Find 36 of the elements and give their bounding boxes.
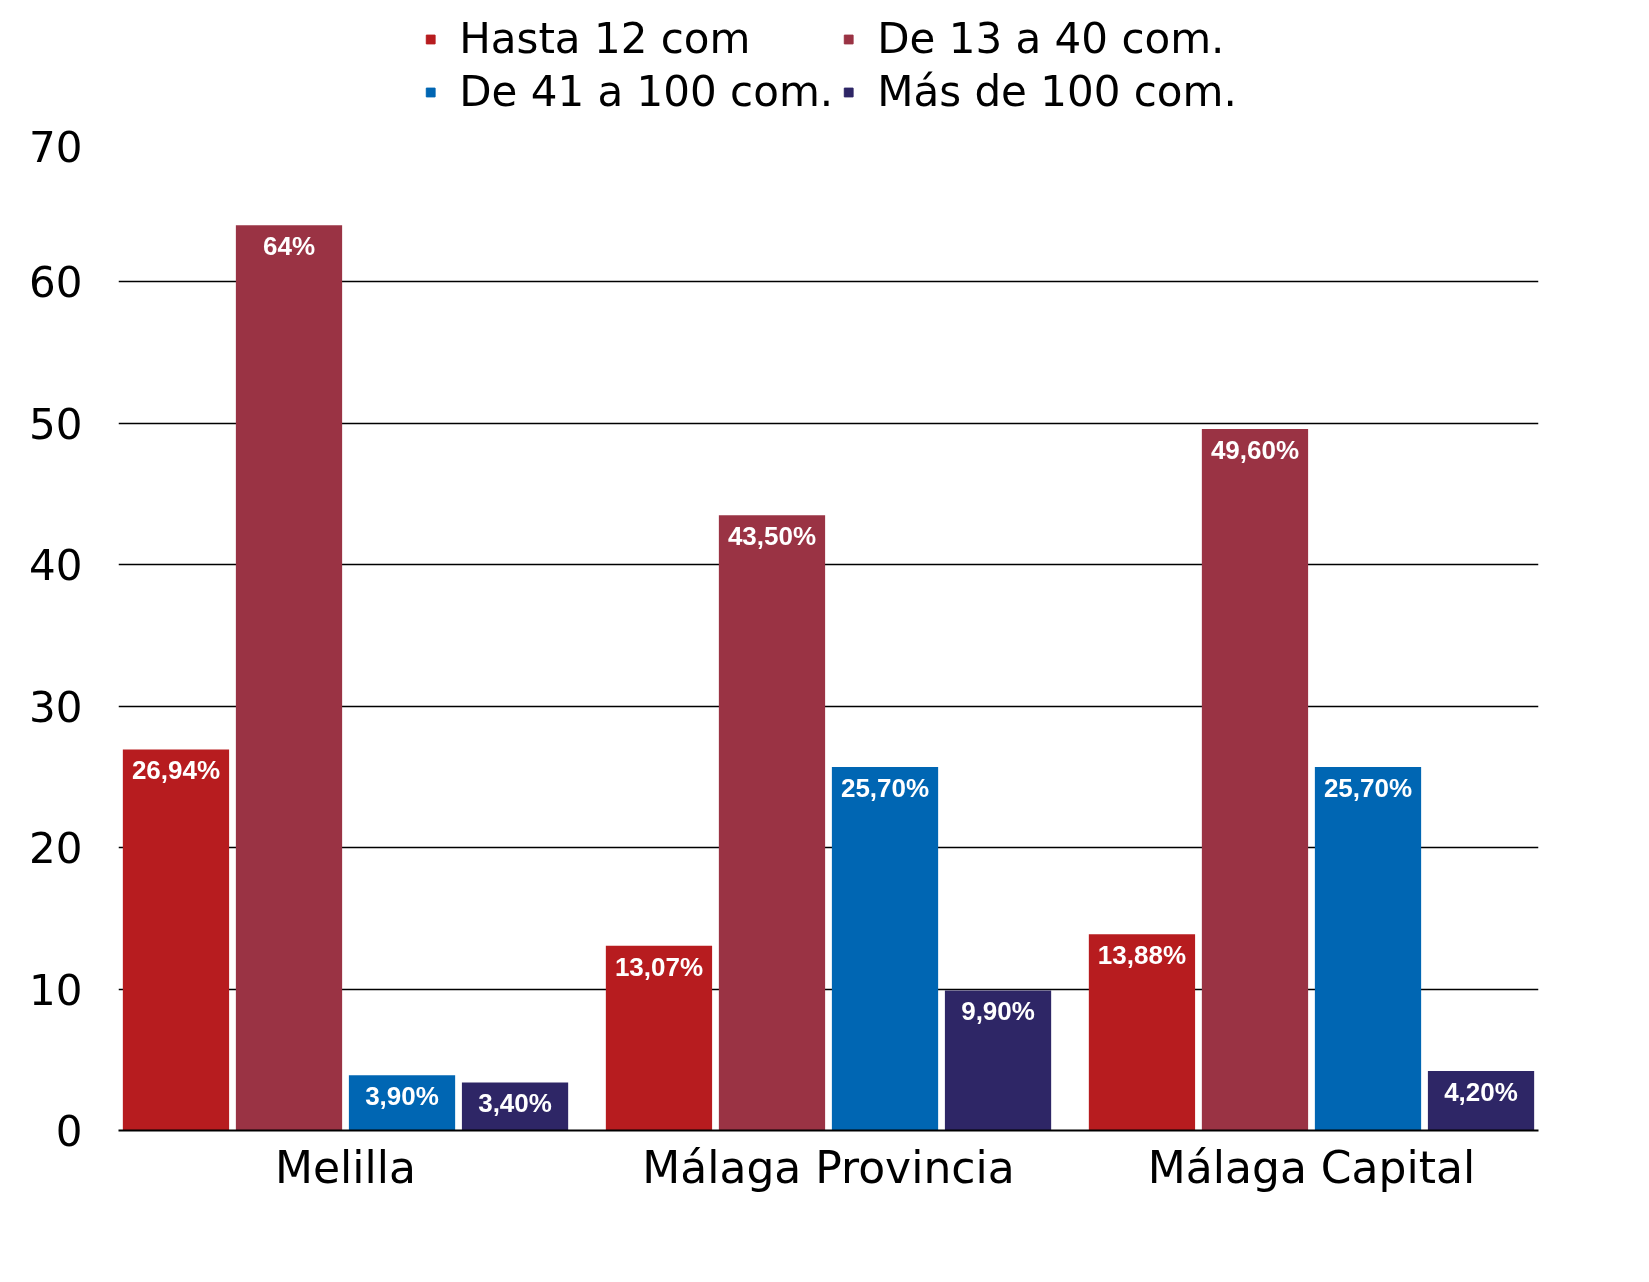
x-tick-label: Melilla — [275, 1141, 416, 1193]
bar — [944, 990, 1052, 1131]
data-label: 25,70% — [1323, 773, 1413, 804]
bar — [122, 749, 230, 1131]
legend-label: De 13 a 40 com. — [877, 14, 1225, 63]
bar — [831, 767, 939, 1131]
x-tick-label: Málaga Capital — [1147, 1141, 1476, 1193]
data-label: 64% — [262, 231, 316, 262]
bar — [235, 225, 343, 1131]
legend-label: Más de 100 com. — [877, 67, 1237, 116]
data-label: 4,20% — [1444, 1077, 1518, 1108]
legend-label: Hasta 12 com — [459, 14, 751, 63]
data-label: 13,07% — [614, 951, 704, 982]
x-tick-label: Málaga Provincia — [642, 1141, 1015, 1193]
data-label: 9,90% — [961, 996, 1035, 1027]
data-label: 25,70% — [840, 773, 930, 804]
data-label: 13,88% — [1097, 940, 1187, 971]
y-tick-label: 0 — [55, 1107, 83, 1156]
bar — [1314, 767, 1422, 1131]
data-label: 26,94% — [131, 755, 221, 786]
y-tick-label: 60 — [29, 258, 83, 308]
legend-label: De 41 a 100 com. — [459, 67, 834, 116]
y-tick-label: 10 — [29, 965, 83, 1015]
y-tick-label: 20 — [29, 824, 83, 874]
y-tick-label: 30 — [29, 682, 83, 732]
bar — [718, 515, 826, 1131]
data-label: 43,50% — [727, 521, 817, 552]
y-tick-label: 70 — [29, 122, 83, 172]
bar — [1201, 429, 1309, 1131]
y-tick-label: 40 — [29, 541, 83, 591]
data-label: 49,60% — [1210, 435, 1300, 466]
data-label: 3,90% — [365, 1081, 439, 1112]
data-label: 3,40% — [478, 1088, 552, 1119]
y-tick-label: 50 — [29, 399, 83, 449]
bar — [1088, 934, 1196, 1131]
bar — [605, 945, 713, 1131]
